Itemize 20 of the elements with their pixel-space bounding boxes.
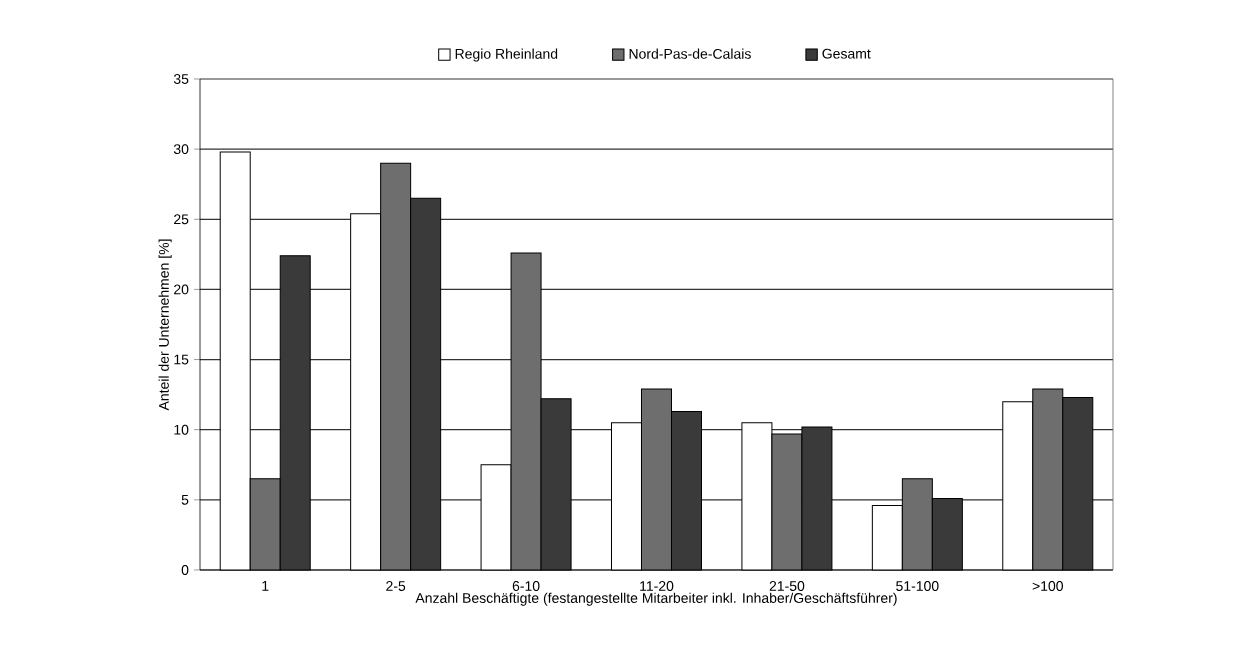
x-tick-label: 2-5 xyxy=(386,581,406,591)
y-tick-label: 20 xyxy=(174,284,189,295)
x-tick-label: 11-20 xyxy=(640,581,674,591)
y-tick-label: 30 xyxy=(173,144,189,155)
y-tick-label: 0 xyxy=(181,565,189,575)
legend-label: Nord-Pas-de-Calais xyxy=(629,48,751,59)
x-tick-label: 21-50 xyxy=(769,581,805,591)
y-tick-label: 25 xyxy=(174,214,189,225)
x-tick-label: >100 xyxy=(1032,581,1063,591)
y-tick-label: 35 xyxy=(173,74,189,84)
legend-label: Gesamt xyxy=(822,48,871,59)
legend-label: Regio Rheinland xyxy=(455,48,558,62)
y-tick-label: 15 xyxy=(174,354,189,365)
x-tick-label: 51-100 xyxy=(896,581,939,591)
y-tick-label: 5 xyxy=(181,494,189,505)
x-tick-label: 1 xyxy=(262,581,269,591)
x-tick-label: 6-10 xyxy=(512,581,540,591)
y-tick-label: 10 xyxy=(174,424,189,435)
x-axis-title: Anzahl Beschäftigte (festangestellte Mitarbeiter inkl. Inhaber/Geschäftsführer) xyxy=(415,592,897,606)
y-axis-title: Anteil der Unternehmen [%] xyxy=(158,239,172,411)
